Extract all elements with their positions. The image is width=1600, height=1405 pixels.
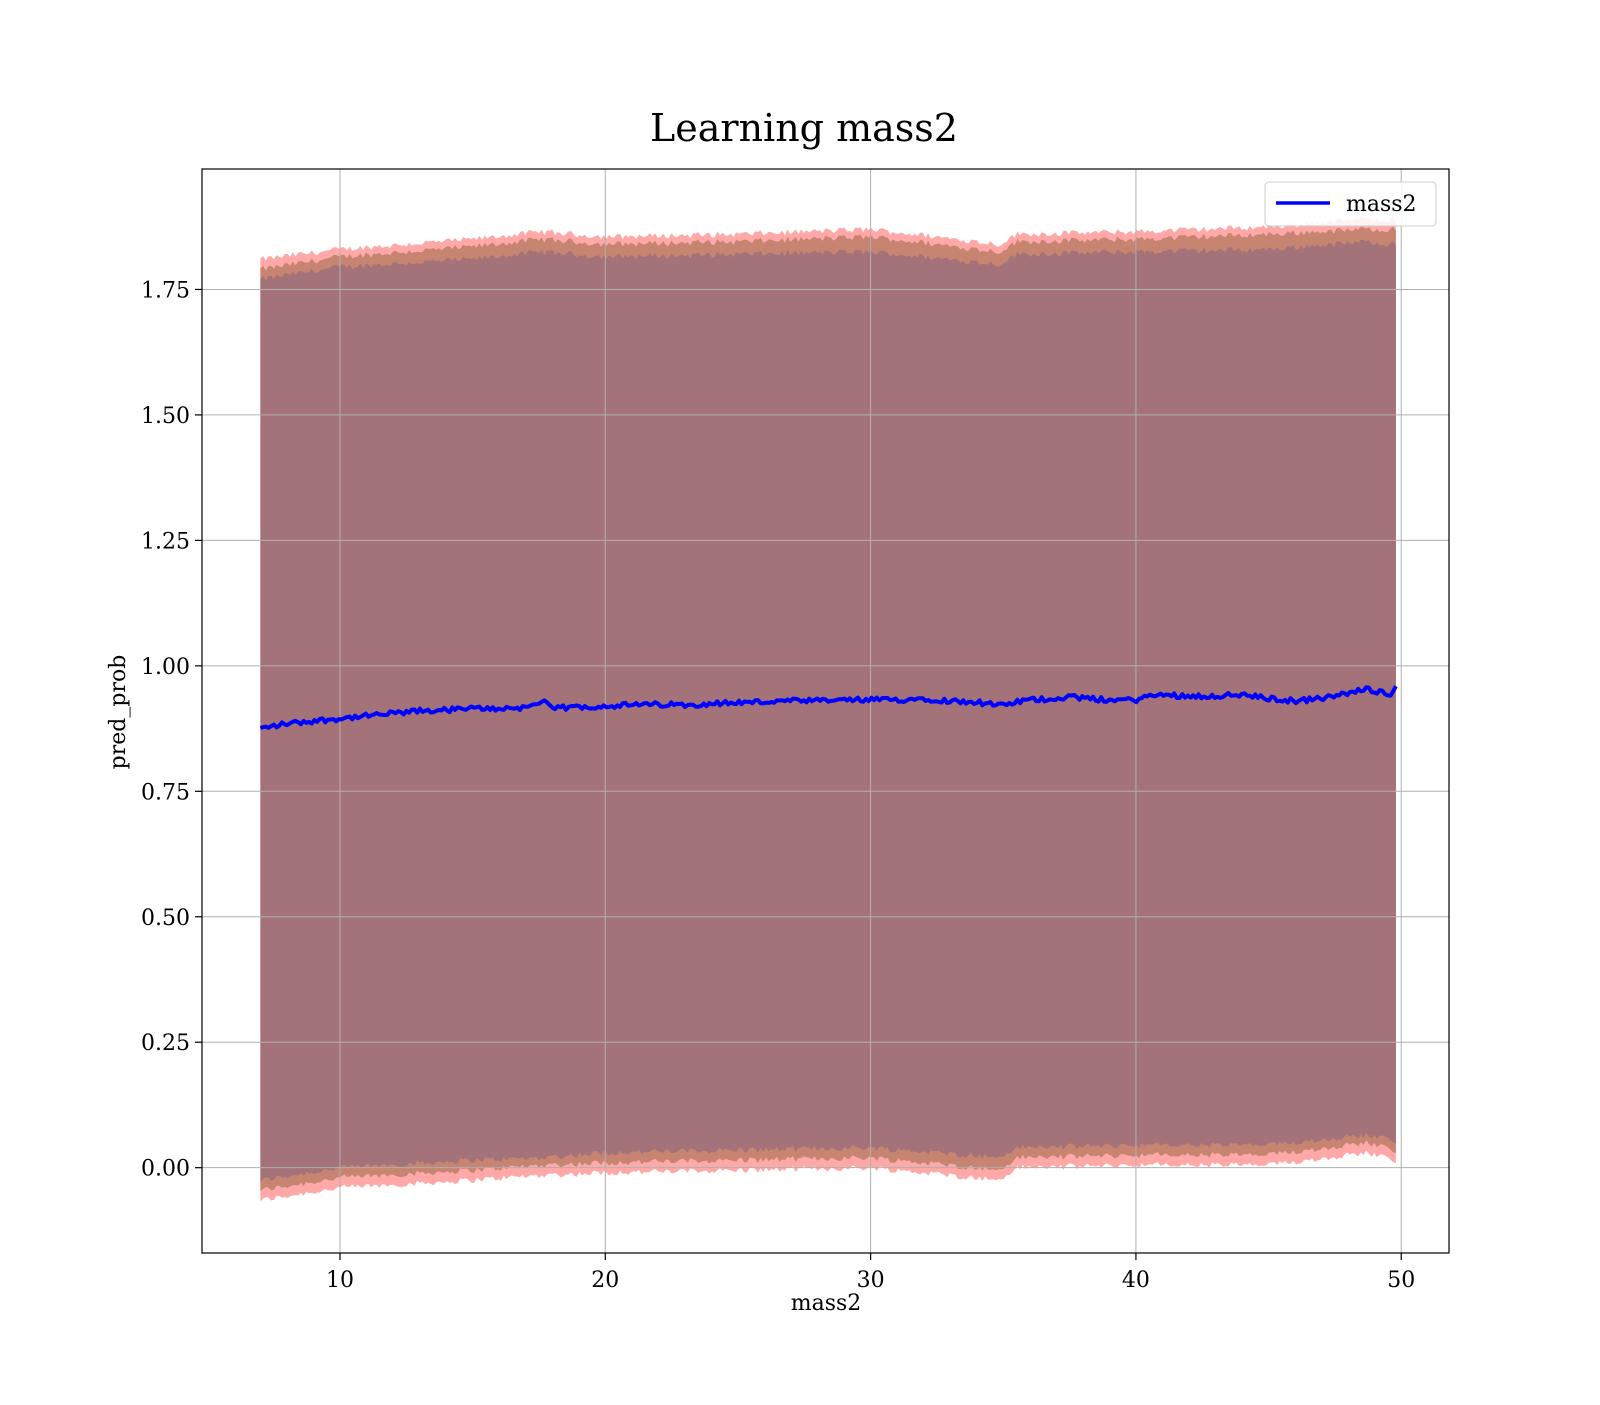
x-axis-label: mass2	[791, 1291, 862, 1316]
plot-frame	[201, 168, 1450, 1254]
legend-label-mass2: mass2	[1346, 192, 1417, 217]
y-tick-label: 0.00	[141, 1157, 190, 1182]
series-line-mass2	[259, 685, 1398, 730]
y-tick-label: 1.50	[141, 404, 190, 429]
x-tick-label: 50	[1387, 1268, 1415, 1293]
band-inner-band	[260, 239, 1396, 1182]
legend: mass2	[1264, 181, 1437, 227]
y-tick-label: 1.75	[141, 278, 190, 303]
legend-box	[1264, 181, 1437, 227]
y-tick-label: 0.25	[141, 1031, 190, 1056]
y-tick-label: 1.25	[141, 529, 190, 554]
x-axis-ticks: 10 20 30 40 50	[326, 1253, 1415, 1293]
x-tick-label: 20	[591, 1268, 619, 1293]
x-tick-label: 40	[1122, 1268, 1150, 1293]
y-axis-ticks: 0.00 0.25 0.50 0.75 1.00 1.25 1.50 1.75	[141, 278, 202, 1182]
y-axis-label: pred_prob	[106, 655, 131, 770]
series-layer	[259, 685, 1398, 730]
y-tick-label: 1.00	[141, 655, 190, 680]
y-tick-label: 0.50	[141, 906, 190, 931]
grid-layer	[202, 169, 1449, 1253]
bands-layer	[260, 216, 1396, 1202]
chart-title: Learning mass2	[650, 106, 958, 150]
x-tick-label: 10	[326, 1268, 354, 1293]
x-tick-label: 30	[857, 1268, 885, 1293]
y-tick-label: 0.75	[141, 780, 190, 805]
plot-area	[201, 168, 1450, 1254]
